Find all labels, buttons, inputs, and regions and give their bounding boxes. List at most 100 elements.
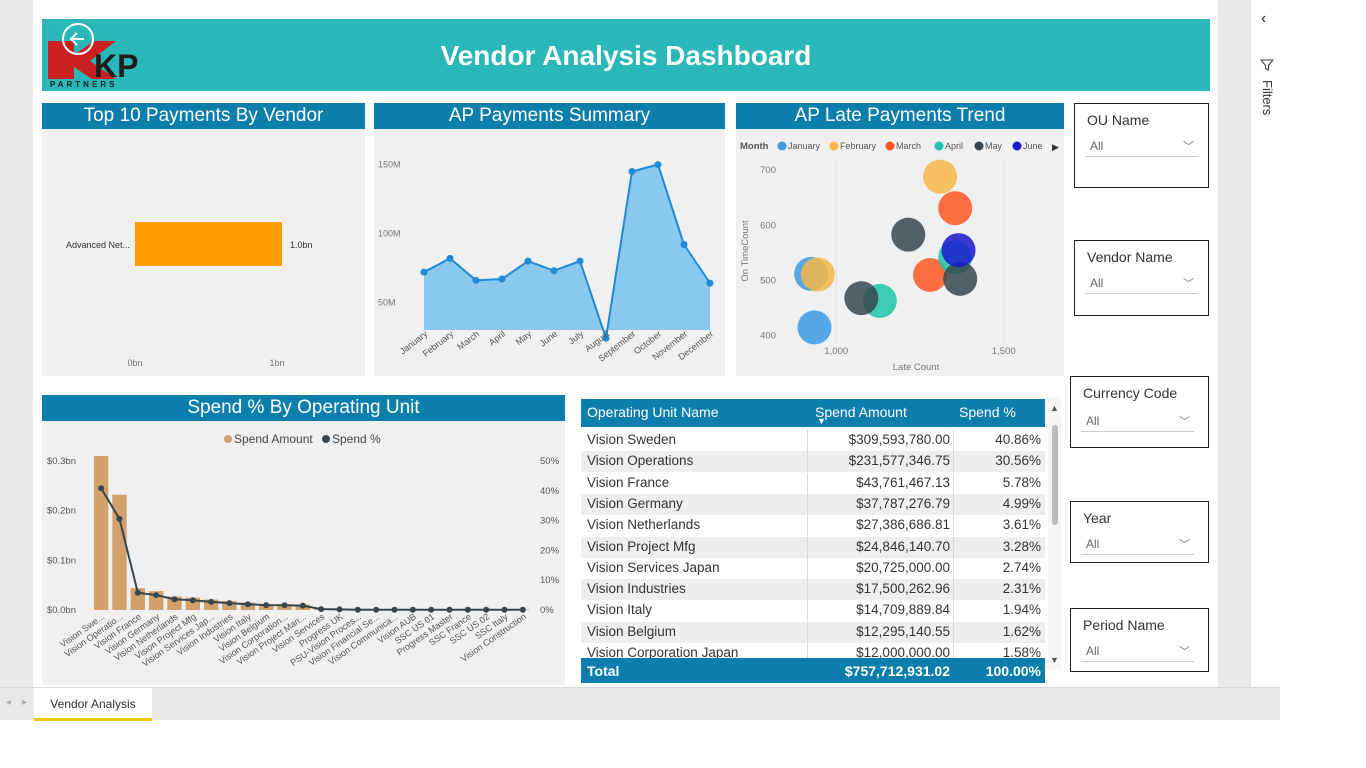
pct-point-14[interactable] xyxy=(354,606,361,613)
table-row[interactable]: Vision Sweden $309,593,780.00 40.86% xyxy=(581,430,1045,451)
scroll-up-icon[interactable]: ▲ xyxy=(1050,403,1059,413)
cell-spend-amount: $12,295,140.55 xyxy=(856,623,950,639)
tab-prev-icon[interactable]: ◂ xyxy=(6,697,12,708)
page-tab-bar: ◂ ▸ Vendor Analysis xyxy=(0,687,1280,721)
data-point-january[interactable] xyxy=(420,268,428,276)
slicer-dropdown[interactable]: All ﹀ xyxy=(1085,135,1198,157)
legend-item-may: May xyxy=(985,141,1003,151)
bubble-may[interactable] xyxy=(891,217,926,252)
spend-table[interactable]: Operating Unit Name Spend Amount ▼ Spend… xyxy=(581,397,1061,684)
legend-next-icon[interactable]: ▶ xyxy=(1052,142,1059,152)
table-scroll-thumb[interactable] xyxy=(1052,425,1058,525)
pct-point-17[interactable] xyxy=(409,606,416,613)
data-point-april[interactable] xyxy=(498,275,506,283)
pct-point-5[interactable] xyxy=(189,597,196,604)
pct-point-9[interactable] xyxy=(263,602,270,609)
bubble-may[interactable] xyxy=(844,281,879,316)
table-row[interactable]: Vision Netherlands $27,386,686.81 3.61% xyxy=(581,515,1045,537)
table-row[interactable]: Vision Italy $14,709,889.84 1.94% xyxy=(581,600,1045,622)
pct-point-22[interactable] xyxy=(501,606,508,613)
pct-point-4[interactable] xyxy=(171,596,178,603)
data-point-september[interactable] xyxy=(628,167,636,175)
header-spend-pct[interactable]: Spend % xyxy=(959,404,1016,420)
pct-point-18[interactable] xyxy=(428,606,435,613)
filters-pane[interactable]: ‹ xyxy=(1250,0,1282,687)
pct-point-11[interactable] xyxy=(299,602,306,609)
pct-point-20[interactable] xyxy=(464,606,471,613)
top10-visual[interactable]: Top 10 Payments By Vendor Advanced Net..… xyxy=(42,103,365,376)
pct-point-6[interactable] xyxy=(208,598,215,605)
bubble-may[interactable] xyxy=(943,261,978,296)
data-point-november[interactable] xyxy=(680,241,688,249)
bubble-february[interactable] xyxy=(800,257,835,292)
tab-next-icon[interactable]: ▸ xyxy=(22,697,28,708)
table-row[interactable]: Vision Belgium $12,295,140.55 1.62% xyxy=(581,621,1045,643)
header-spend-amount[interactable]: Spend Amount xyxy=(815,404,907,420)
late-visual[interactable]: AP Late Payments Trend Month January Febru… xyxy=(736,103,1064,376)
data-point-june[interactable] xyxy=(550,267,558,275)
table-row[interactable]: Vision France $43,761,467.13 5.78% xyxy=(581,472,1045,494)
filters-label[interactable]: Filters xyxy=(1260,80,1275,116)
header-ou-name[interactable]: Operating Unit Name xyxy=(587,404,719,420)
slicer-dropdown[interactable]: All ﹀ xyxy=(1081,410,1194,432)
pct-point-10[interactable] xyxy=(281,602,288,609)
slicer-vendor-name[interactable]: Vendor Name All ﹀ xyxy=(1074,240,1209,316)
pct-point-2[interactable] xyxy=(134,589,141,596)
slicer-period-name[interactable]: Period Name All ﹀ xyxy=(1070,608,1209,672)
slicer-ou-name[interactable]: OU Name All ﹀ xyxy=(1074,103,1209,188)
cell-spend-amount: $24,846,140.70 xyxy=(856,538,950,554)
bubble-march[interactable] xyxy=(913,257,948,292)
pct-point-16[interactable] xyxy=(391,606,398,613)
spend-pct-line xyxy=(100,487,523,611)
bar-0[interactable] xyxy=(94,456,109,610)
pct-point-8[interactable] xyxy=(244,601,251,608)
bar-advanced-net[interactable] xyxy=(135,222,282,266)
data-point-july[interactable] xyxy=(576,257,584,265)
data-point-march[interactable] xyxy=(472,276,480,284)
pct-point-19[interactable] xyxy=(446,606,453,613)
table-row[interactable]: Vision Services Japan $20,725,000.00 2.74% xyxy=(581,557,1045,579)
legend-item-february: February xyxy=(840,141,877,151)
back-arrow-icon[interactable] xyxy=(60,21,96,57)
tab-vendor-analysis[interactable]: Vendor Analysis xyxy=(34,688,152,721)
data-point-august[interactable] xyxy=(602,334,610,342)
data-point-october[interactable] xyxy=(654,161,662,169)
area-fill xyxy=(424,164,710,339)
pct-point-1[interactable] xyxy=(116,515,123,522)
collapse-chevron-left-icon[interactable]: ‹ xyxy=(1261,10,1267,27)
kpi-partners-logo: KPI PARTNERS xyxy=(44,21,147,89)
data-point-may[interactable] xyxy=(524,257,532,265)
pct-point-15[interactable] xyxy=(373,606,380,613)
summary-visual[interactable]: AP Payments Summary 150M 100M 50M January Fe… xyxy=(374,103,725,376)
table-row[interactable]: Vision Project Mfg $24,846,140.70 3.28% xyxy=(581,536,1045,558)
legend-marker xyxy=(885,141,895,151)
bubble-january[interactable] xyxy=(797,310,832,345)
scroll-down-icon[interactable]: ▼ xyxy=(1050,655,1059,665)
table-row[interactable]: Vision Operations $231,577,346.75 30.56% xyxy=(581,451,1045,473)
cell-ou-name: Vision Netherlands xyxy=(587,517,701,533)
slicer-dropdown[interactable]: All ﹀ xyxy=(1085,272,1198,294)
spend-visual[interactable]: Spend % By Operating Unit Spend Amount Sp… xyxy=(42,395,565,685)
filter-funnel-icon[interactable] xyxy=(1260,58,1274,72)
pct-point-12[interactable] xyxy=(318,606,325,613)
bar-1[interactable] xyxy=(112,494,127,610)
pct-point-0[interactable] xyxy=(98,485,105,492)
pct-point-21[interactable] xyxy=(483,606,490,613)
pct-point-13[interactable] xyxy=(336,606,343,613)
slicer-currency-code[interactable]: Currency Code All ﹀ xyxy=(1070,376,1209,448)
slicer-dropdown[interactable]: All ﹀ xyxy=(1081,640,1194,662)
pct-point-7[interactable] xyxy=(226,600,233,607)
pct-point-23[interactable] xyxy=(519,606,526,613)
slicer-year[interactable]: Year All ﹀ xyxy=(1070,501,1209,563)
table-row[interactable]: Vision Industries $17,500,262.96 2.31% xyxy=(581,579,1045,601)
bubble-june[interactable] xyxy=(941,233,976,268)
data-point-december[interactable] xyxy=(706,279,714,287)
bubble-march[interactable] xyxy=(938,191,973,226)
data-point-february[interactable] xyxy=(446,254,454,262)
table-row[interactable]: Vision Corporation Japan $12,000,000.00 1.… xyxy=(581,643,1045,658)
table-row[interactable]: Vision Germany $37,787,276.79 4.99% xyxy=(581,493,1045,515)
pct-point-3[interactable] xyxy=(153,592,160,599)
slicer-dropdown[interactable]: All ﹀ xyxy=(1081,533,1194,555)
bubble-february[interactable] xyxy=(923,159,958,194)
legend-marker xyxy=(322,435,330,443)
